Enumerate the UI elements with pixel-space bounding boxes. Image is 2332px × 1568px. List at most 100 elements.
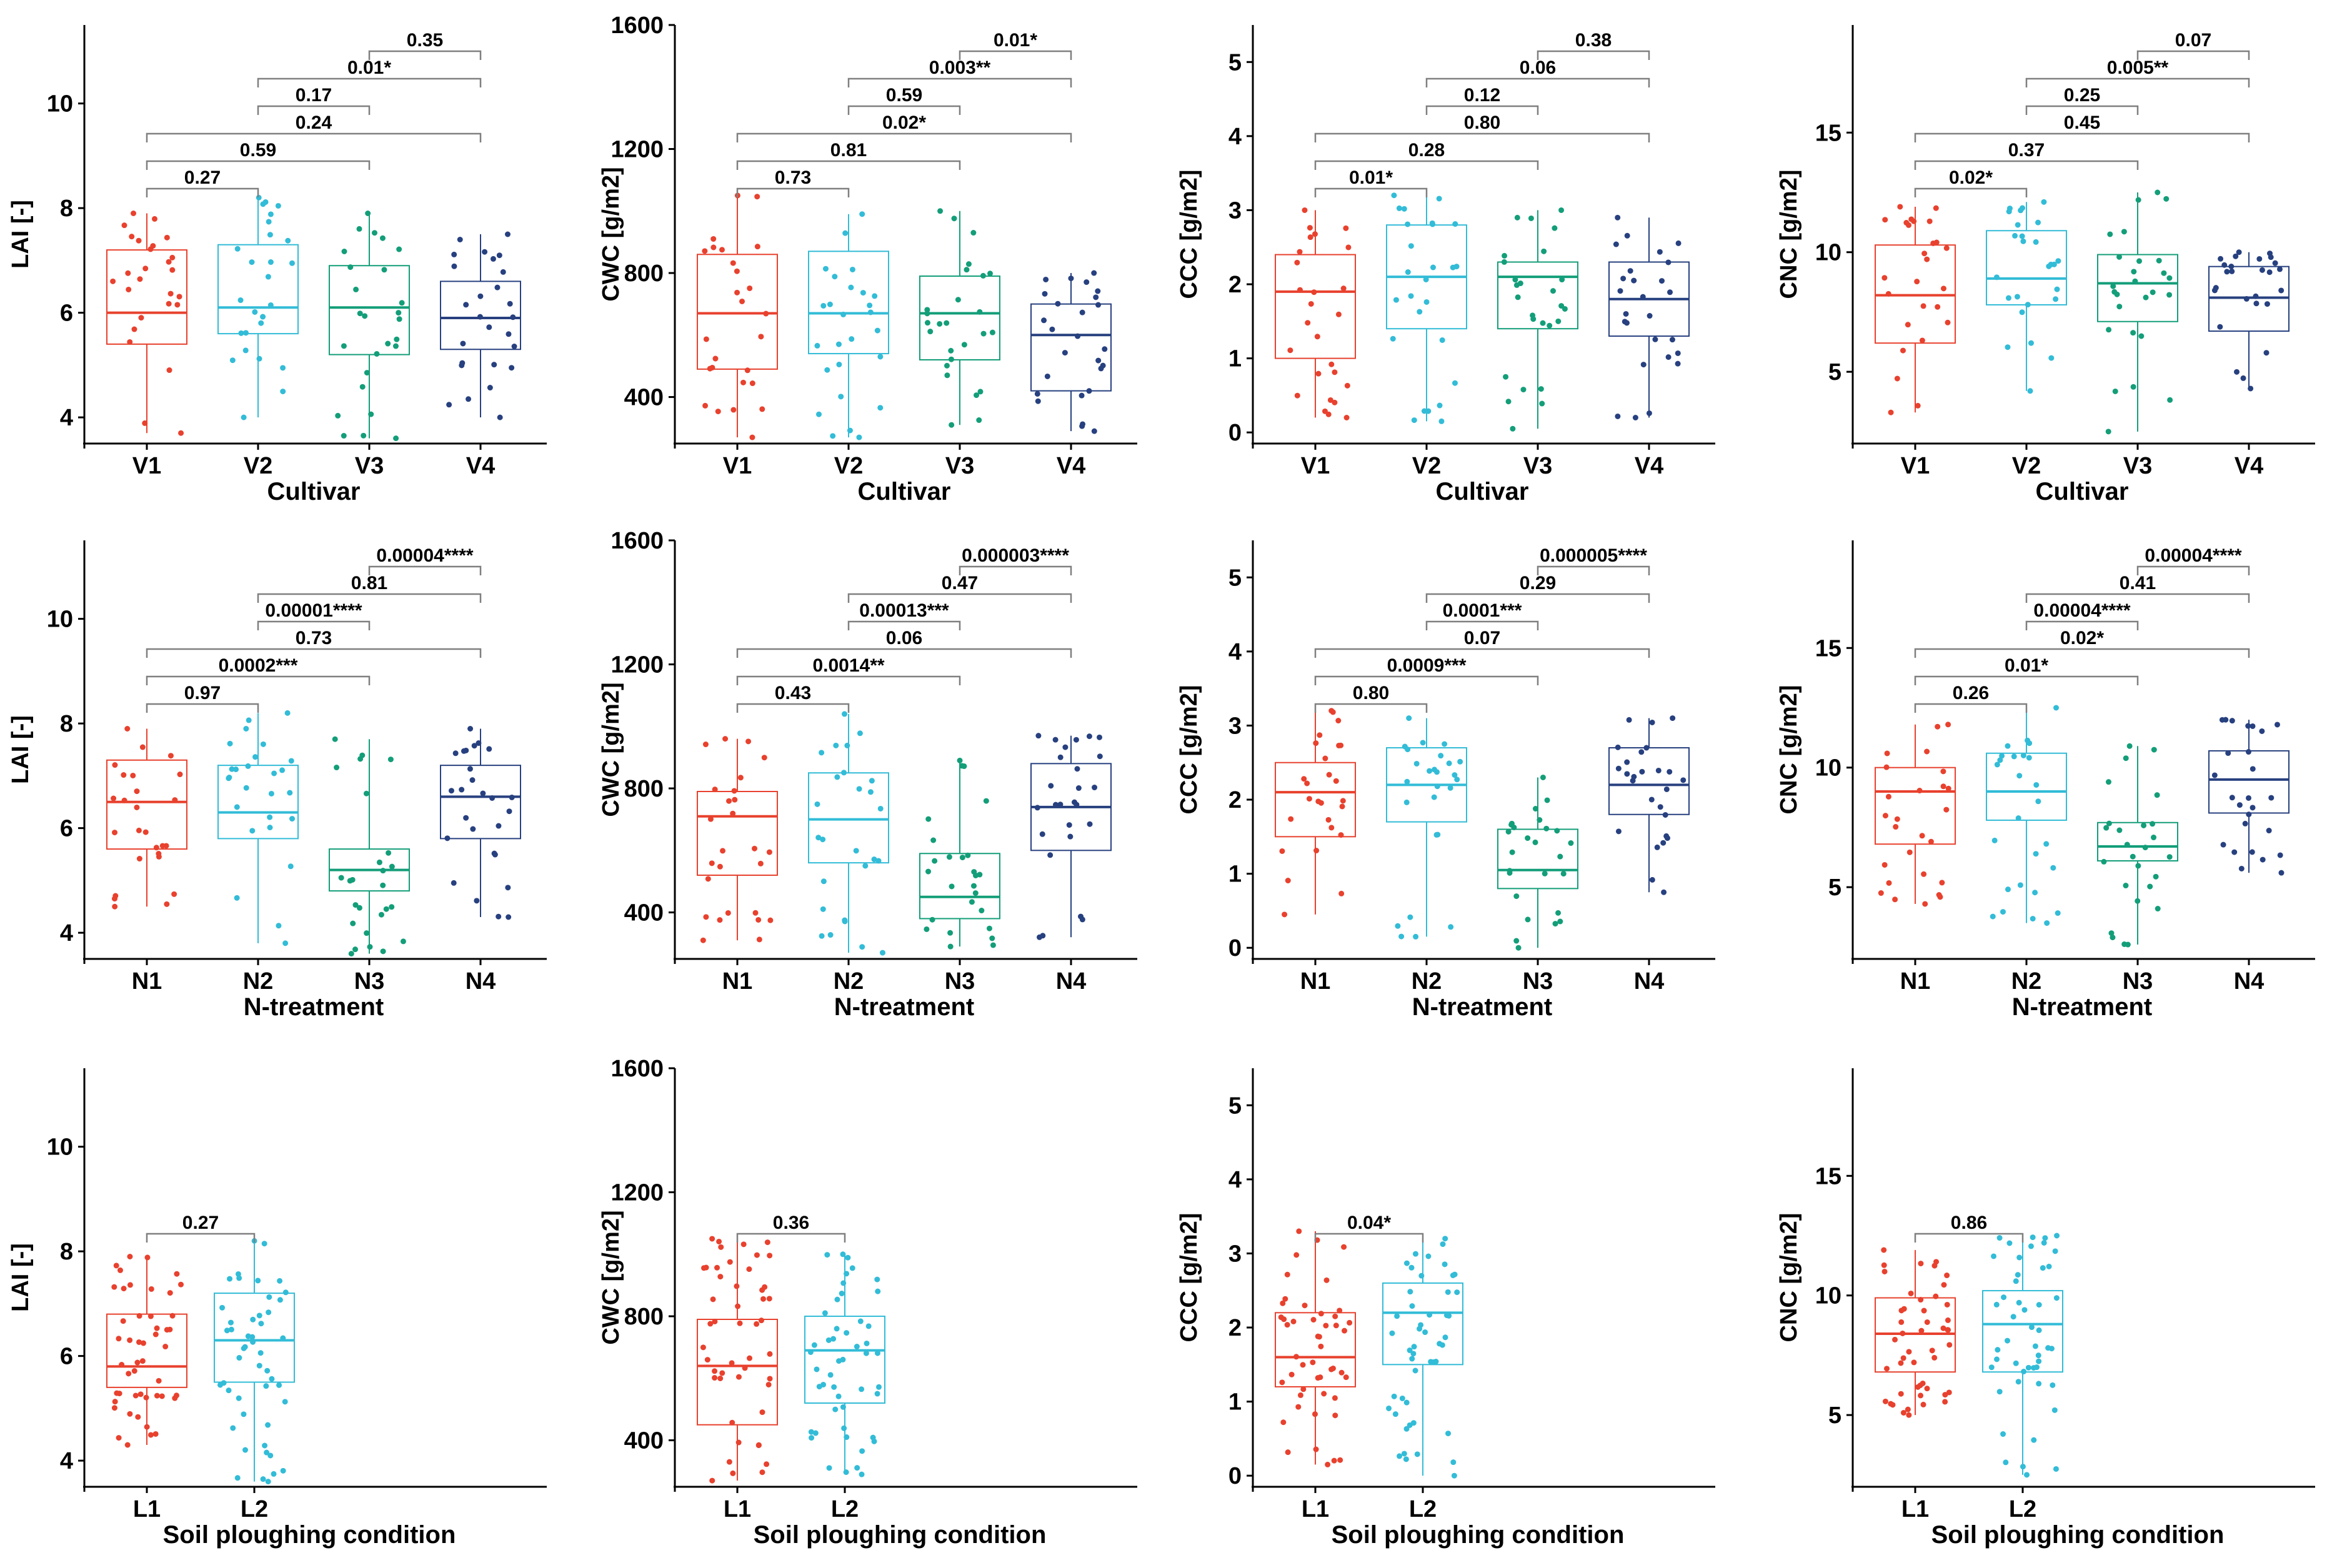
data-point [1514,214,1520,221]
data-point [1675,240,1682,246]
data-point [833,742,839,748]
data-point [977,871,983,878]
data-point [1282,911,1288,918]
data-point [476,740,482,747]
box [1275,254,1356,359]
data-point [1924,256,1930,262]
data-point [500,269,506,275]
data-point [1048,783,1054,789]
data-point [2211,287,2218,294]
data-point [164,1327,170,1333]
data-point [131,1368,137,1374]
data-point [114,1390,120,1396]
data-point [265,1479,271,1485]
data-point [853,848,859,854]
data-point [1660,840,1667,846]
y-tick-label: 3 [1228,1241,1242,1267]
data-point [169,254,176,261]
data-point [147,1313,154,1319]
y-tick-label: 6 [60,1344,73,1370]
data-point [1675,360,1681,367]
data-point [834,1296,840,1303]
data-point [2161,270,2167,276]
data-point [1649,719,1655,725]
data-point [469,777,476,783]
data-point [1543,825,1550,831]
data-point [2041,1239,2047,1246]
data-point [1555,910,1562,916]
data-point [2020,1464,2026,1470]
data-point [2151,747,2157,753]
data-point [2217,324,2223,330]
significance-label: 0.43 [775,683,811,703]
data-point [834,1326,840,1332]
data-point [1338,832,1344,838]
data-point [1317,1374,1323,1381]
data-point [1615,744,1621,750]
data-point [2028,340,2034,346]
data-point [1544,797,1550,803]
data-point [1035,733,1042,739]
data-point [718,1244,724,1250]
data-point [1093,294,1099,300]
data-point [1436,196,1442,202]
data-point [474,898,480,904]
data-point [2211,772,2218,778]
significance-label: 0.00013*** [859,600,949,621]
x-tick-label: V4 [466,453,495,479]
data-point [2167,397,2173,403]
data-point [126,286,132,292]
data-point [832,274,838,280]
y-tick-label: 10 [1815,755,1841,782]
data-point [1344,382,1350,389]
x-tick-label: V1 [723,453,752,479]
x-tick-label: V3 [945,453,974,479]
data-point [341,433,347,439]
data-point [1403,1456,1409,1462]
significance-bracket [146,132,482,142]
data-point [767,1376,773,1382]
data-point [842,917,848,923]
data-point [236,1275,242,1281]
data-point [1322,755,1328,762]
significance-bracket [2025,77,2250,87]
y-axis-label: CNC [g/m2] [1776,170,1802,299]
data-point [1454,777,1460,783]
data-point [925,816,932,822]
data-point [924,926,930,932]
box [1275,1312,1356,1387]
data-point [2253,300,2260,307]
data-point [840,311,847,317]
significance-label: 0.01* [994,30,1037,51]
data-point [229,357,236,364]
data-point [2036,1381,2042,1387]
data-point [944,320,950,326]
data-point [1894,375,1900,382]
y-tick-label: 800 [624,1304,664,1330]
x-tick-label: N3 [354,968,385,995]
chart-panel-0-1: 400 800 1200 1600 CWC [g/m2] V1 V2 V3 V4 Cultivar… [598,12,1137,505]
data-point [729,1419,735,1426]
significance-bracket [2025,105,2139,115]
data-point [1935,723,1941,730]
data-point [1100,362,1106,369]
data-point [266,1294,272,1300]
data-point [1284,1322,1290,1328]
data-point [277,1297,283,1303]
data-point [1452,221,1458,227]
box [2097,254,2178,322]
data-point [700,1265,707,1271]
data-point [1295,1404,1302,1410]
data-point [820,836,826,843]
data-point [2136,258,2143,264]
data-point [504,231,511,237]
data-point [1437,402,1443,409]
significance-bracket [1914,703,2028,713]
data-point [2106,820,2112,826]
significance-label: 0.02* [2060,628,2104,648]
data-point [226,1387,232,1394]
data-point [862,863,869,869]
significance-label: 0.000003**** [962,545,1069,566]
data-point [2155,906,2161,912]
data-point [1908,1290,1914,1296]
